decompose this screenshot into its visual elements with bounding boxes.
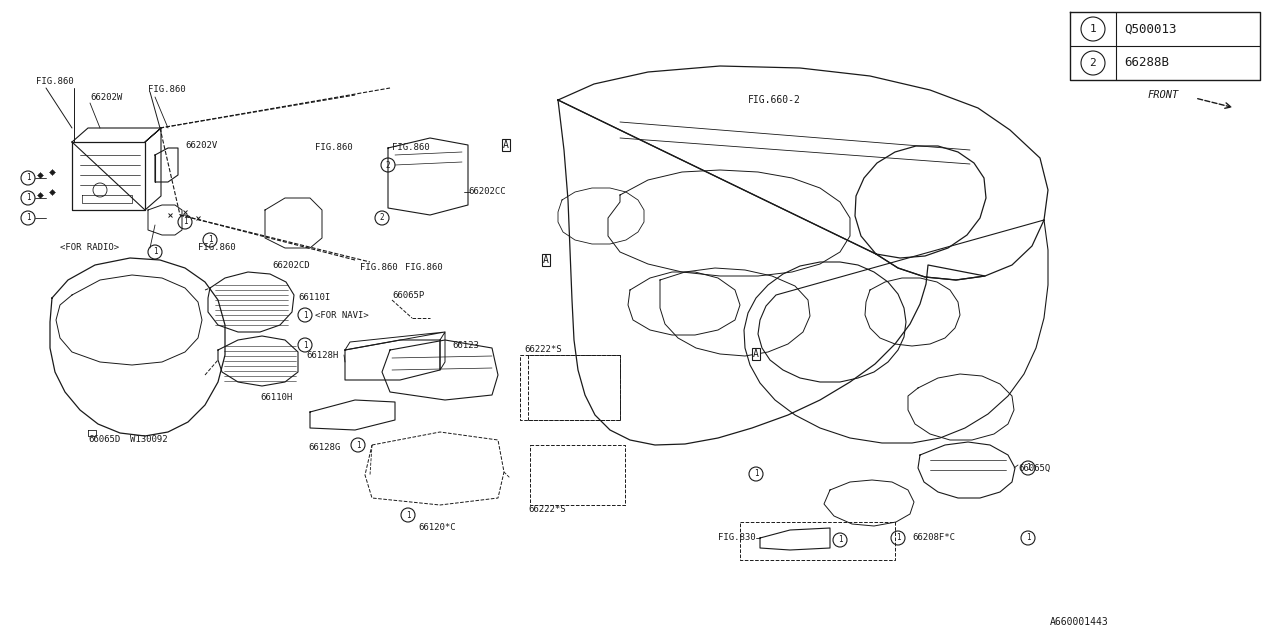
Text: 1: 1 <box>183 218 187 227</box>
Text: 66065D: 66065D <box>88 435 120 445</box>
Text: 66202W: 66202W <box>90 93 123 102</box>
Text: 66120*C: 66120*C <box>419 524 456 532</box>
Text: 1: 1 <box>26 173 31 182</box>
Text: 1: 1 <box>152 248 157 257</box>
Text: 66065Q: 66065Q <box>1018 463 1051 472</box>
Text: 1: 1 <box>837 536 842 545</box>
Text: 66123: 66123 <box>452 340 479 349</box>
Text: A: A <box>543 255 549 265</box>
Text: <FOR NAVI>: <FOR NAVI> <box>315 310 369 319</box>
Text: 1: 1 <box>1025 534 1030 543</box>
Text: 1: 1 <box>1025 463 1030 472</box>
Text: 1: 1 <box>896 534 900 543</box>
Text: 1: 1 <box>302 310 307 319</box>
Text: FIG.860: FIG.860 <box>404 264 443 273</box>
Text: 1: 1 <box>26 193 31 202</box>
Text: <FOR RADIO>: <FOR RADIO> <box>60 243 119 253</box>
Text: 1: 1 <box>1089 24 1097 34</box>
Text: 66208F*C: 66208F*C <box>911 534 955 543</box>
Text: 66128G: 66128G <box>308 444 340 452</box>
Text: 66065P: 66065P <box>392 291 424 300</box>
Text: 66288B: 66288B <box>1124 56 1169 70</box>
Text: 66202CC: 66202CC <box>468 188 506 196</box>
Text: 66110H: 66110H <box>260 394 292 403</box>
Text: 2: 2 <box>1089 58 1097 68</box>
Text: 66110I: 66110I <box>298 294 330 303</box>
Text: 2: 2 <box>385 161 390 170</box>
Text: W130092: W130092 <box>131 435 168 445</box>
Text: 1: 1 <box>207 236 212 244</box>
Text: 66202CD: 66202CD <box>273 260 310 269</box>
Text: 1: 1 <box>754 470 758 479</box>
Text: 66202V: 66202V <box>186 141 218 150</box>
Text: FRONT: FRONT <box>1148 90 1179 100</box>
Text: 66222*S: 66222*S <box>529 506 566 515</box>
Text: 66128H: 66128H <box>306 351 338 360</box>
Text: FIG.860: FIG.860 <box>148 86 186 95</box>
Text: 66222*S: 66222*S <box>524 346 562 355</box>
Text: FIG.860: FIG.860 <box>360 264 398 273</box>
Text: Q500013: Q500013 <box>1124 22 1176 35</box>
Text: FIG.860: FIG.860 <box>392 143 430 152</box>
Text: A660001443: A660001443 <box>1050 617 1108 627</box>
Text: FIG.860: FIG.860 <box>315 143 352 152</box>
Text: A: A <box>503 140 509 150</box>
Text: FIG.660-2: FIG.660-2 <box>748 95 801 105</box>
Text: FIG.860: FIG.860 <box>36 77 74 86</box>
Text: 2: 2 <box>380 214 384 223</box>
Text: 1: 1 <box>356 440 360 449</box>
Text: FIG.860: FIG.860 <box>198 243 236 253</box>
Text: A: A <box>753 349 759 359</box>
Text: 1: 1 <box>302 340 307 349</box>
Text: 1: 1 <box>26 214 31 223</box>
Text: 1: 1 <box>406 511 411 520</box>
Text: FIG.830: FIG.830 <box>718 534 755 543</box>
